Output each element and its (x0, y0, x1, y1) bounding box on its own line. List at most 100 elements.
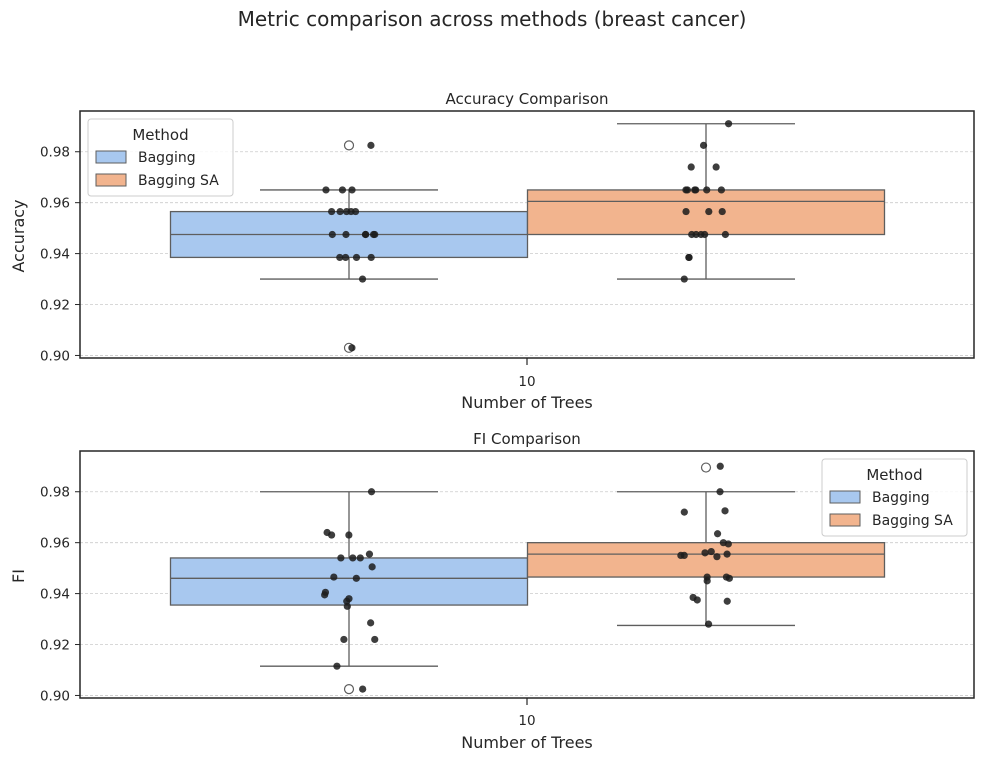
accuracy-bagging-point (342, 230, 350, 239)
accuracy-legend-swatch-bagging-sa (95, 173, 127, 187)
fi-bagging-sa-point (680, 508, 688, 516)
accuracy-bagging-sa-point (703, 186, 711, 194)
accuracy-ytick-label: 0.98 (40, 145, 70, 161)
accuracy-bagging-point (328, 207, 336, 216)
accuracy-ytick-label: 0.94 (40, 247, 70, 263)
fi-panel: FI Comparison 0.90 0.92 0.94 0.96 0.98 10 Nu… (9, 430, 975, 752)
accuracy-bagging-point (347, 207, 355, 216)
accuracy-bagging-point (367, 253, 375, 262)
accuracy-bagging-sa-point (717, 186, 725, 194)
accuracy-bagging-point (328, 230, 336, 239)
accuracy-bagging-point (322, 186, 330, 194)
accuracy-bagging-point (352, 253, 361, 262)
accuracy-bagging-sa-point (721, 230, 729, 239)
fi-bagging-sa-point (716, 488, 724, 496)
accuracy-bagging-point (338, 186, 347, 194)
fi-ytick-label: 0.94 (40, 587, 70, 603)
accuracy-legend-swatch-bagging (95, 150, 127, 164)
fi-bagging-sa-point (713, 530, 722, 538)
accuracy-bagging-sa-point (699, 141, 708, 149)
fi-bagging-outlier (343, 683, 355, 695)
fi-ytick-label: 0.96 (40, 536, 70, 552)
fi-bagging-point (345, 531, 353, 539)
accuracy-bagging-outlier (343, 140, 355, 151)
fi-bagging-point (371, 635, 379, 644)
fi-xaxis-label: Number of Trees (461, 733, 593, 752)
fi-bagging-point (368, 563, 376, 571)
fi-bagging-point (330, 573, 338, 581)
fi-bagging-sa-outlier (700, 462, 712, 473)
fi-bagging-sa-point (716, 462, 724, 470)
accuracy-panel-title: Accuracy Comparison (445, 90, 608, 108)
fi-yaxis-label: FI (9, 569, 28, 583)
figure-suptitle: Metric comparison across methods (breast… (238, 7, 747, 31)
accuracy-ytick-label: 0.92 (40, 298, 70, 314)
accuracy-bagging-sa-point (724, 120, 733, 128)
fi-ytick-label: 0.92 (40, 638, 70, 654)
accuracy-bagging-sa-point (685, 253, 693, 262)
fi-bagging-sa-point (693, 596, 701, 604)
accuracy-bagging-point (348, 344, 356, 352)
fi-ytick-label: 0.98 (40, 485, 70, 501)
fi-bagging-point (328, 531, 336, 539)
fi-bagging-sa-point (725, 574, 733, 582)
fi-legend: Method Bagging Bagging SA (821, 458, 968, 537)
fi-legend-swatch-bagging-sa (829, 513, 861, 527)
fi-bagging-point (365, 550, 374, 558)
accuracy-bagging-point (336, 253, 344, 262)
fi-legend-label-bagging-sa: Bagging SA (872, 513, 953, 529)
fi-bagging-point (333, 662, 341, 670)
accuracy-ytick-label: 0.96 (40, 196, 70, 212)
fi-bagging-point (349, 554, 357, 562)
fi-bagging-sa-point (721, 507, 729, 515)
accuracy-bagging-point (348, 186, 356, 194)
accuracy-legend-label-bagging-sa: Bagging SA (138, 173, 219, 189)
accuracy-bagging-point (367, 141, 375, 149)
fi-legend-title: Method (866, 466, 922, 484)
fi-xtick-label: 10 (518, 713, 535, 729)
fi-bagging-sa-box (526, 542, 886, 578)
accuracy-ytick-label: 0.90 (40, 348, 70, 364)
fi-bagging-point (367, 619, 375, 627)
accuracy-bagging-sa-point (687, 163, 695, 171)
fi-bagging-point (367, 488, 376, 496)
fi-bagging-sa-point (703, 577, 711, 585)
accuracy-bagging-sa-point (692, 186, 700, 194)
accuracy-bagging-point (341, 253, 350, 262)
accuracy-legend-label-bagging: Bagging (138, 150, 196, 166)
accuracy-bagging-sa-point (680, 275, 688, 283)
fi-bagging-sa-point (707, 547, 715, 556)
fi-bagging-sa-point (724, 540, 732, 548)
fi-bagging-sa-point (680, 551, 688, 560)
fi-bagging-point (352, 574, 360, 582)
accuracy-bagging-sa-point (705, 207, 713, 216)
fi-bagging-point (321, 591, 329, 599)
fi-bagging-sa-point (723, 597, 731, 605)
fi-bagging-sa-point (723, 550, 731, 558)
accuracy-legend-title: Method (132, 126, 188, 144)
accuracy-panel: Accuracy Comparison 0.90 0.92 0.94 0.96 0.98… (9, 90, 975, 412)
accuracy-xaxis-label: Number of Trees (461, 393, 593, 412)
fi-legend-swatch-bagging (829, 490, 861, 504)
fi-ytick-label: 0.90 (40, 688, 70, 704)
fi-bagging-point (356, 554, 364, 562)
accuracy-bagging-sa-point (692, 230, 700, 239)
accuracy-yaxis-label: Accuracy (9, 199, 28, 272)
fi-panel-title: FI Comparison (473, 430, 581, 448)
accuracy-bagging-sa-point (701, 230, 709, 239)
accuracy-bagging-sa-point (682, 207, 690, 216)
accuracy-bagging-point (371, 230, 379, 239)
accuracy-bagging-point (336, 207, 344, 216)
accuracy-xtick-label: 10 (518, 374, 535, 390)
accuracy-bagging-sa-point (718, 207, 726, 216)
fi-bagging-point (340, 635, 348, 644)
fi-bagging-point (359, 685, 367, 693)
fi-legend-label-bagging: Bagging (872, 490, 930, 506)
accuracy-bagging-sa-point (682, 186, 690, 194)
fi-bagging-sa-point (701, 549, 709, 557)
fi-bagging-point (337, 554, 345, 562)
fi-bagging-sa-point (713, 553, 721, 561)
accuracy-bagging-sa-point (712, 163, 720, 171)
fi-bagging-sa-point (704, 620, 713, 628)
